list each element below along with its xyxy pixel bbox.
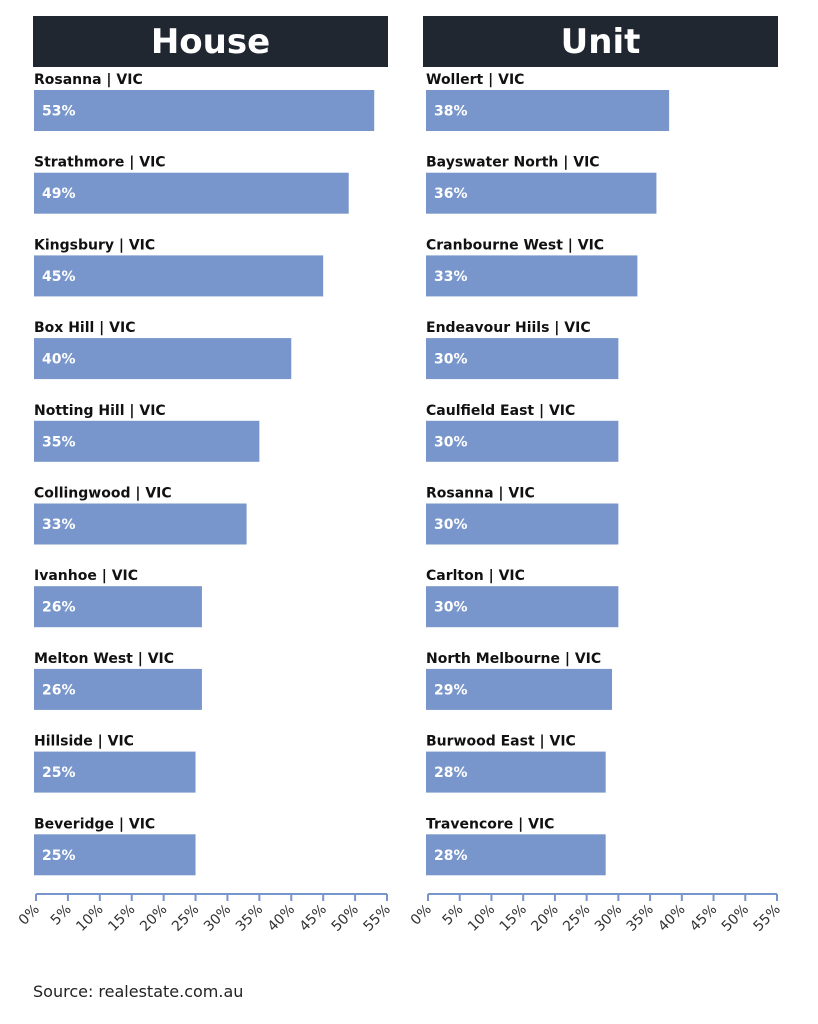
- house-tick-label: 20%: [137, 902, 170, 935]
- unit-value-label: 30%: [434, 352, 468, 368]
- house-category-label: Kingsbury | VIC: [34, 237, 155, 253]
- house-value-label: 25%: [42, 848, 76, 864]
- house-category-label: Box Hill | VIC: [34, 320, 136, 336]
- house-bar: [34, 172, 349, 214]
- unit-tick-label: 5%: [440, 902, 467, 929]
- house-bar: [34, 586, 202, 628]
- house-tick-label: 55%: [361, 902, 394, 935]
- house-bar: [34, 834, 196, 876]
- unit-category-label: Rosanna | VIC: [426, 486, 535, 502]
- unit-value-label: 30%: [434, 434, 468, 450]
- house-value-label: 53%: [42, 104, 76, 120]
- house-value-label: 49%: [42, 186, 76, 202]
- unit-category-label: Bayswater North | VIC: [426, 155, 600, 171]
- house-value-label: 26%: [42, 600, 76, 616]
- house-value-label: 25%: [42, 765, 76, 781]
- house-category-label: Notting Hill | VIC: [34, 403, 166, 419]
- house-category-label: Hillside | VIC: [34, 734, 134, 750]
- unit-bar: [426, 751, 606, 793]
- house-bar: [34, 668, 202, 710]
- house-category-label: Ivanhoe | VIC: [34, 568, 138, 584]
- unit-category-label: Endeavour Hiils | VIC: [426, 320, 591, 336]
- house-panel-title: House: [33, 16, 388, 67]
- unit-value-label: 28%: [434, 848, 468, 864]
- unit-value-label: 28%: [434, 765, 468, 781]
- unit-value-label: 29%: [434, 682, 468, 698]
- house-tick-label: 25%: [169, 902, 202, 935]
- house-bar: [34, 751, 196, 793]
- house-value-label: 40%: [42, 352, 76, 368]
- unit-bar: [426, 90, 670, 131]
- house-tick-label: 35%: [233, 902, 266, 935]
- unit-value-label: 33%: [434, 269, 468, 285]
- house-value-label: 33%: [42, 517, 76, 533]
- unit-category-label: Cranbourne West | VIC: [426, 237, 604, 253]
- unit-category-label: North Melbourne | VIC: [426, 651, 601, 667]
- house-bar: [34, 338, 292, 380]
- unit-bar: [426, 255, 638, 297]
- unit-tick-label: 55%: [751, 902, 784, 935]
- house-bar: [34, 255, 324, 297]
- unit-bar: [426, 338, 619, 380]
- unit-category-label: Caulfield East | VIC: [426, 403, 575, 419]
- unit-bar: [426, 834, 606, 876]
- unit-category-label: Burwood East | VIC: [426, 734, 576, 750]
- house-category-label: Rosanna | VIC: [34, 72, 143, 88]
- house-category-label: Collingwood | VIC: [34, 486, 172, 502]
- unit-tick-label: 0%: [408, 902, 435, 929]
- house-bar: [34, 90, 375, 131]
- house-category-label: Beveridge | VIC: [34, 816, 155, 832]
- unit-value-label: 36%: [434, 186, 468, 202]
- house-value-label: 35%: [42, 434, 76, 450]
- unit-tick-label: 25%: [560, 902, 593, 935]
- unit-tick-label: 50%: [719, 902, 752, 935]
- unit-category-label: Carlton | VIC: [426, 568, 525, 584]
- house-bar: [34, 420, 260, 462]
- house-category-label: Melton West | VIC: [34, 651, 174, 667]
- unit-value-label: 30%: [434, 517, 468, 533]
- unit-bar: [426, 668, 613, 710]
- unit-tick-label: 35%: [624, 902, 657, 935]
- unit-tick-label: 30%: [592, 902, 625, 935]
- unit-tick-label: 10%: [465, 902, 498, 935]
- house-tick-label: 50%: [329, 902, 362, 935]
- house-category-label: Strathmore | VIC: [34, 155, 166, 171]
- house-tick-label: 45%: [297, 902, 330, 935]
- unit-panel-title: Unit: [423, 16, 778, 67]
- unit-bar: [426, 172, 657, 214]
- unit-bar: [426, 503, 619, 545]
- unit-tick-label: 20%: [528, 902, 561, 935]
- unit-category-label: Travencore | VIC: [426, 816, 554, 832]
- unit-tick-label: 40%: [655, 902, 688, 935]
- unit-value-label: 38%: [434, 104, 468, 120]
- unit-tick-label: 15%: [497, 902, 530, 935]
- house-tick-label: 15%: [105, 902, 138, 935]
- house-tick-label: 30%: [201, 902, 234, 935]
- unit-tick-label: 45%: [687, 902, 720, 935]
- source-note: Source: realestate.com.au: [33, 982, 244, 1001]
- unit-category-label: Wollert | VIC: [426, 72, 524, 88]
- house-tick-label: 0%: [16, 902, 43, 929]
- house-value-label: 45%: [42, 269, 76, 285]
- house-tick-label: 5%: [48, 902, 75, 929]
- house-bar: [34, 503, 247, 545]
- unit-bar: [426, 420, 619, 462]
- unit-value-label: 30%: [434, 600, 468, 616]
- unit-bar: [426, 586, 619, 628]
- house-tick-label: 40%: [265, 902, 298, 935]
- house-tick-label: 10%: [73, 902, 106, 935]
- house-value-label: 26%: [42, 682, 76, 698]
